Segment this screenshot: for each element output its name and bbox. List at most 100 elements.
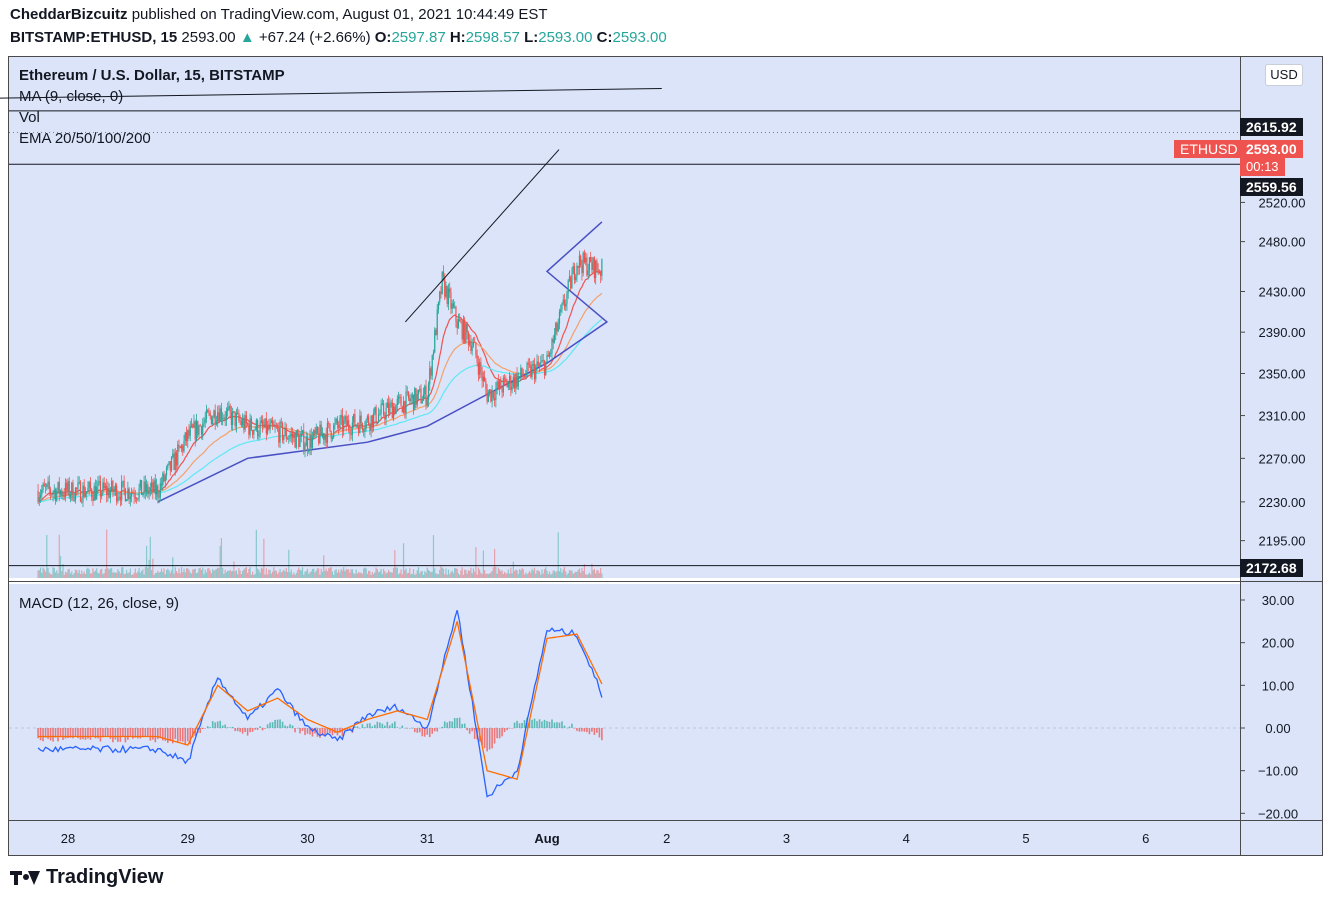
volume-bar xyxy=(405,568,407,578)
candle-body xyxy=(521,367,523,377)
candle-body xyxy=(158,497,160,499)
candle-body xyxy=(163,473,165,482)
volume-bar xyxy=(109,568,112,578)
candle-body xyxy=(503,377,506,379)
candle-body xyxy=(502,377,504,393)
macd-histogram-bar xyxy=(361,724,364,728)
volume-bar xyxy=(593,568,596,578)
ma-legend[interactable]: MA (9, close, 0) xyxy=(19,88,124,105)
volume-bar xyxy=(149,536,151,578)
volume-bar xyxy=(154,573,156,578)
volume-bar xyxy=(315,570,317,578)
macd-histogram-bar xyxy=(216,721,219,728)
volume-bar xyxy=(573,572,576,578)
candle-body xyxy=(165,467,168,476)
candle-body xyxy=(361,423,363,430)
candle-body xyxy=(185,432,188,442)
candle-body xyxy=(48,481,50,490)
macd-histogram-bar xyxy=(107,728,109,737)
macd-histogram-bar xyxy=(226,727,229,728)
candle-body xyxy=(495,388,497,401)
low-value: 2593.00 xyxy=(538,29,593,46)
macd-histogram-bar xyxy=(291,725,294,728)
candle-body xyxy=(111,481,113,491)
volume-legend[interactable]: Vol xyxy=(19,109,40,126)
volume-bar xyxy=(363,568,365,578)
candle-body xyxy=(252,430,254,435)
macd-histogram-bar xyxy=(296,728,299,729)
volume-bar xyxy=(360,572,362,578)
candle-body xyxy=(394,406,396,414)
candle-body xyxy=(243,419,245,430)
candle-body xyxy=(333,424,335,438)
volume-bar xyxy=(440,566,442,578)
volume-bar xyxy=(580,572,582,578)
candle-body xyxy=(470,340,472,351)
candle-body xyxy=(223,417,225,419)
macd-legend[interactable]: MACD (12, 26, close, 9) xyxy=(19,595,180,612)
candle-body xyxy=(240,421,242,426)
volume-bar xyxy=(497,567,499,578)
candle-body xyxy=(400,396,402,407)
macd-histogram-bar xyxy=(498,728,501,739)
macd-histogram-bar xyxy=(339,728,341,733)
author-name[interactable]: CheddarBizcuitz xyxy=(10,6,128,23)
macd-histogram-bar xyxy=(384,725,386,728)
macd-histogram-bar xyxy=(463,723,466,728)
volume-bar xyxy=(316,568,319,578)
candle-body xyxy=(476,354,478,363)
macd-histogram-bar xyxy=(568,726,571,728)
candle-body xyxy=(84,493,87,497)
candle-body xyxy=(87,487,89,492)
macd-histogram-bar xyxy=(244,728,246,732)
candle-body xyxy=(41,489,43,495)
macd-histogram-bar xyxy=(451,721,453,728)
volume-bar xyxy=(518,569,521,578)
candle-body xyxy=(237,412,239,414)
macd-histogram-bar xyxy=(446,722,449,728)
candle-body xyxy=(52,492,54,495)
volume-bar xyxy=(294,574,296,578)
volume-bar xyxy=(83,571,85,578)
macd-histogram-bar xyxy=(82,728,84,740)
candle-body xyxy=(152,482,154,493)
candle-body xyxy=(472,342,475,346)
candle-body xyxy=(546,354,548,362)
volume-bar xyxy=(528,570,531,578)
macd-histogram-bar xyxy=(364,727,366,728)
chart-title[interactable]: Ethereum / U.S. Dollar, 15, BITSTAMP xyxy=(19,67,285,84)
macd-histogram-bar xyxy=(586,728,588,733)
volume-bar xyxy=(263,538,265,578)
volume-bar xyxy=(329,567,331,578)
ema-legend[interactable]: EMA 20/50/100/200 xyxy=(19,130,151,147)
volume-bar xyxy=(325,568,327,578)
published-text: published on TradingView.com, August 01,… xyxy=(131,6,548,23)
macd-histogram-bar xyxy=(59,728,62,738)
candle-body xyxy=(461,321,463,340)
candle-body xyxy=(531,365,533,377)
macd-histogram-bar xyxy=(204,728,207,729)
candle-body xyxy=(167,464,169,468)
candle-body xyxy=(552,338,554,343)
candle-body xyxy=(412,394,415,410)
macd-histogram-bar xyxy=(369,723,371,728)
candle-body xyxy=(380,404,382,414)
volume-bar xyxy=(102,574,104,578)
candle-body xyxy=(550,353,552,354)
candle-body xyxy=(222,418,224,420)
candle-body xyxy=(81,501,83,503)
currency-button[interactable]: USD xyxy=(1265,64,1303,86)
candle-body xyxy=(209,412,211,416)
macd-histogram-bar xyxy=(211,721,214,728)
candle-body xyxy=(140,480,143,496)
candle-body xyxy=(122,480,124,482)
candle-body xyxy=(235,413,237,427)
volume-bar xyxy=(127,573,129,578)
volume-bar xyxy=(464,569,466,578)
volume-bar xyxy=(370,574,372,578)
volume-bar xyxy=(523,574,526,578)
volume-bar xyxy=(157,570,159,578)
volume-bar xyxy=(138,567,140,578)
brand-footer[interactable]: TradingView xyxy=(10,866,163,889)
